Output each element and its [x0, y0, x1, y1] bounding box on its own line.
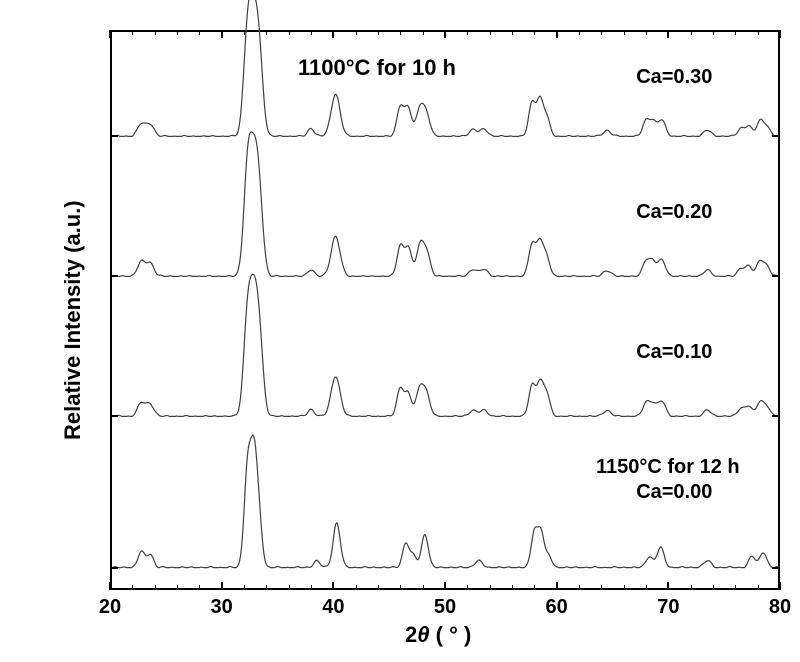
x-tick-minor — [289, 585, 290, 590]
x-tick-major-top — [332, 30, 334, 38]
x-tick-minor-top — [155, 30, 156, 35]
x-tick-minor — [713, 585, 714, 590]
x-tick-label: 20 — [99, 596, 121, 619]
x-tick-minor-top — [356, 30, 357, 35]
x-tick-minor-top — [423, 30, 424, 35]
x-tick-major — [332, 582, 334, 590]
x-tick-minor — [177, 585, 178, 590]
x-tick-minor-top — [758, 30, 759, 35]
x-tick-label: 40 — [322, 596, 344, 619]
x-tick-minor-top — [132, 30, 133, 35]
x-tick-label: 30 — [211, 596, 233, 619]
xrd-traces — [0, 0, 800, 662]
x-tick-minor-top — [467, 30, 468, 35]
x-tick-major-top — [444, 30, 446, 38]
x-tick-minor-top — [646, 30, 647, 35]
x-tick-minor-top — [199, 30, 200, 35]
x-tick-minor — [356, 585, 357, 590]
x-tick-minor — [244, 585, 245, 590]
x-tick-minor — [758, 585, 759, 590]
x-tick-minor — [646, 585, 647, 590]
x-tick-minor — [601, 585, 602, 590]
y-tick — [110, 135, 118, 137]
x-tick-minor — [735, 585, 736, 590]
trace-label-ca010: Ca=0.10 — [636, 341, 712, 364]
x-tick-label: 50 — [434, 596, 456, 619]
trace-label-ca030: Ca=0.30 — [636, 66, 712, 89]
chart-container: Relative Intensity (a.u.) 2θ ( ° ) 20304… — [0, 0, 800, 662]
trace-label-ca000: 1150°C for 12 h — [596, 456, 740, 479]
x-tick-major — [667, 582, 669, 590]
y-tick-right — [772, 415, 780, 417]
x-tick-major-top — [556, 30, 558, 38]
x-tick-minor — [534, 585, 535, 590]
x-tick-minor — [311, 585, 312, 590]
x-tick-minor-top — [512, 30, 513, 35]
x-tick-label: 60 — [546, 596, 568, 619]
trace-label-ca020: Ca=0.20 — [636, 201, 712, 224]
x-tick-minor — [512, 585, 513, 590]
x-tick-minor — [423, 585, 424, 590]
x-tick-major — [779, 582, 781, 590]
x-tick-major — [221, 582, 223, 590]
y-tick — [110, 275, 118, 277]
x-tick-minor — [691, 585, 692, 590]
chart-condition-label: 1100°C for 10 h — [298, 55, 456, 81]
x-tick-minor-top — [735, 30, 736, 35]
x-tick-minor — [467, 585, 468, 590]
x-tick-label: 80 — [769, 596, 791, 619]
x-tick-minor — [579, 585, 580, 590]
trace-label-ca000: Ca=0.00 — [636, 481, 712, 504]
x-tick-minor — [490, 585, 491, 590]
x-tick-minor-top — [691, 30, 692, 35]
x-tick-minor-top — [490, 30, 491, 35]
x-tick-minor-top — [713, 30, 714, 35]
x-tick-minor-top — [177, 30, 178, 35]
y-tick-right — [772, 135, 780, 137]
x-tick-minor — [199, 585, 200, 590]
x-tick-label: 70 — [657, 596, 679, 619]
x-tick-minor — [624, 585, 625, 590]
y-tick-right — [772, 275, 780, 277]
x-tick-major-top — [779, 30, 781, 38]
x-tick-minor-top — [266, 30, 267, 35]
x-tick-minor-top — [378, 30, 379, 35]
x-tick-major-top — [221, 30, 223, 38]
x-tick-minor-top — [244, 30, 245, 35]
x-tick-minor-top — [624, 30, 625, 35]
x-tick-major-top — [667, 30, 669, 38]
x-tick-major-top — [109, 30, 111, 38]
x-tick-major — [556, 582, 558, 590]
x-tick-minor-top — [400, 30, 401, 35]
x-tick-minor — [132, 585, 133, 590]
x-tick-minor-top — [579, 30, 580, 35]
x-tick-minor-top — [289, 30, 290, 35]
x-tick-minor-top — [311, 30, 312, 35]
x-tick-minor-top — [534, 30, 535, 35]
x-tick-major — [444, 582, 446, 590]
x-tick-minor — [378, 585, 379, 590]
y-tick — [110, 567, 118, 569]
x-tick-minor — [155, 585, 156, 590]
x-tick-minor — [400, 585, 401, 590]
x-tick-minor-top — [601, 30, 602, 35]
x-tick-major — [109, 582, 111, 590]
y-tick — [110, 415, 118, 417]
y-tick-right — [772, 567, 780, 569]
x-tick-minor — [266, 585, 267, 590]
